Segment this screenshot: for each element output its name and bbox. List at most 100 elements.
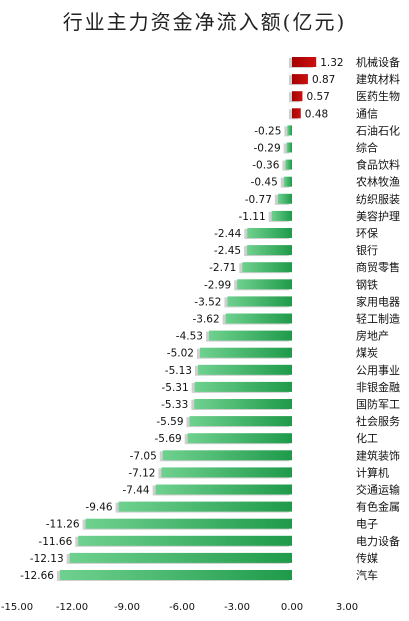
value-label: 0.57: [306, 91, 329, 103]
value-label: -0.36: [252, 160, 279, 172]
x-tick-label: 0.00: [281, 602, 303, 613]
bar-综合: [286, 142, 292, 153]
value-label: -4.53: [176, 331, 203, 343]
bar-医药生物: [292, 91, 303, 102]
value-label: -9.46: [85, 502, 112, 514]
category-label: 房地产: [356, 329, 389, 343]
value-label: -12.13: [30, 553, 64, 565]
bar-食品饮料: [285, 159, 292, 170]
category-label: 商贸零售: [356, 260, 400, 274]
value-label: 0.87: [312, 74, 335, 86]
value-label: -0.29: [254, 143, 281, 155]
bar-轻工制造: [225, 313, 292, 324]
x-axis: -15.00 -12.00 -9.00 -6.00 -3.00 0.00 3.00: [1, 602, 358, 613]
value-label: 1.32: [320, 57, 343, 69]
x-tick-label: -6.00: [169, 602, 195, 613]
bar-计算机: [161, 467, 292, 478]
bar-通信: [292, 108, 301, 119]
category-label: 食品饮料: [356, 158, 400, 172]
category-label: 机械设备: [356, 55, 400, 69]
chart-title: 行业主力资金净流入额(亿元): [62, 10, 347, 34]
bar-钢铁: [237, 279, 292, 290]
x-tick-label: -3.00: [224, 602, 250, 613]
category-label: 化工: [356, 431, 378, 445]
value-label: 0.48: [305, 108, 328, 120]
bar-电子: [85, 518, 292, 529]
value-label: -5.02: [167, 348, 194, 360]
category-label: 美容护理: [356, 209, 400, 223]
value-label: -5.69: [155, 433, 182, 445]
value-label: -5.13: [165, 365, 192, 377]
value-label: -3.62: [192, 314, 219, 326]
bar-银行: [247, 245, 292, 256]
x-tick-label: -12.00: [56, 602, 88, 613]
category-label: 有色金属: [356, 500, 400, 514]
category-label: 综合: [356, 141, 378, 155]
bar-建筑材料: [292, 74, 308, 85]
bar-环保: [247, 228, 292, 238]
bars-layer: 1.32 机械设备 0.87 建筑材料 0.57 医药生物 0.48 通信 -0.25 石油石化 -…: [20, 55, 400, 582]
value-label: -0.45: [251, 177, 278, 189]
bar-建筑装饰: [162, 450, 292, 461]
value-label: -11.26: [46, 519, 80, 531]
bar-石油石化: [287, 125, 292, 136]
value-label: -3.52: [194, 296, 221, 308]
category-label: 社会服务: [356, 414, 400, 428]
bar-国防军工: [194, 399, 292, 409]
bar-煤炭: [199, 347, 292, 358]
value-label: -2.44: [214, 228, 241, 240]
value-label: -0.77: [245, 194, 272, 206]
category-label: 非银金融: [356, 380, 400, 394]
bar-交通运输: [155, 484, 292, 495]
bar-传媒: [69, 552, 292, 563]
bar-纺织服装: [277, 193, 292, 204]
category-label: 钢铁: [356, 278, 378, 291]
category-label: 轻工制造: [356, 312, 400, 326]
bar-有色金属: [118, 501, 292, 512]
category-label: 传媒: [356, 552, 378, 565]
value-label: -7.12: [128, 467, 155, 479]
category-label: 国防军工: [356, 397, 400, 411]
bar-shadow: [284, 126, 289, 137]
value-label: -12.66: [20, 570, 54, 582]
bar-美容护理: [271, 210, 292, 221]
category-label: 家用电器: [356, 294, 400, 308]
x-tick-label: 3.00: [336, 602, 358, 613]
value-label: -2.45: [214, 245, 241, 257]
category-label: 医药生物: [356, 89, 400, 103]
bar-社会服务: [189, 416, 292, 427]
category-label: 计算机: [356, 465, 389, 479]
bar-家用电器: [227, 296, 292, 307]
category-label: 农林牧渔: [356, 175, 400, 189]
bar-商贸零售: [242, 262, 292, 273]
value-label: -11.66: [38, 536, 72, 548]
x-tick-label: -9.00: [114, 602, 140, 613]
category-label: 建筑装饰: [356, 448, 400, 462]
value-label: -2.99: [204, 279, 231, 291]
x-tick-label: -15.00: [1, 602, 33, 613]
category-label: 交通运输: [356, 483, 400, 497]
value-label: -5.31: [161, 382, 188, 394]
bar-shadow: [283, 143, 289, 154]
category-label: 通信: [356, 107, 378, 120]
category-label: 汽车: [356, 568, 378, 582]
category-label: 石油石化: [356, 123, 400, 137]
bar-非银金融: [194, 381, 292, 392]
value-label: -7.44: [122, 485, 149, 497]
category-label: 电子: [356, 518, 378, 531]
category-label: 纺织服装: [356, 192, 400, 206]
category-label: 环保: [356, 226, 378, 240]
bar-机械设备: [292, 57, 317, 67]
value-label: -5.33: [161, 399, 188, 411]
category-label: 煤炭: [356, 347, 378, 360]
bar-电力设备: [78, 535, 292, 546]
bar-汽车: [59, 570, 292, 580]
bar-房地产: [208, 330, 292, 341]
value-label: -7.05: [130, 450, 157, 462]
bar-农林牧渔: [283, 176, 292, 187]
category-label: 建筑材料: [356, 72, 400, 86]
category-label: 银行: [356, 243, 378, 257]
category-label: 电力设备: [356, 534, 400, 548]
bar-公用事业: [197, 364, 292, 375]
